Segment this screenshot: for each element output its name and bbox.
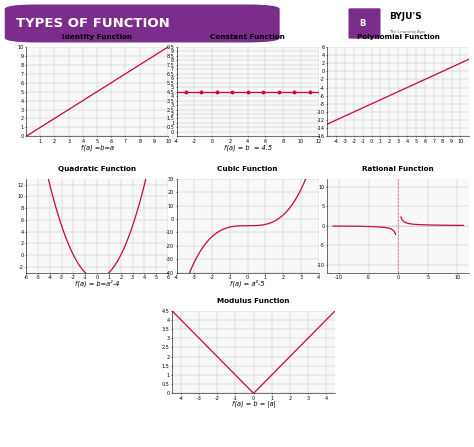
Text: Modulus Function: Modulus Function [217,298,290,304]
Text: Polynomial Function: Polynomial Function [357,34,440,40]
Text: Rational Function: Rational Function [362,166,434,172]
Text: Quadratic Function: Quadratic Function [58,166,136,172]
Text: Constant Function: Constant Function [210,34,285,40]
Text: Identity Function: Identity Function [62,34,132,40]
Text: B: B [359,19,365,28]
FancyBboxPatch shape [5,4,280,42]
Text: Cubic Function: Cubic Function [218,166,278,172]
Text: f(a) =b=a: f(a) =b=a [81,144,114,151]
Text: f(a) = a³-5: f(a) = a³-5 [230,280,265,287]
Text: The Learning App: The Learning App [389,30,425,34]
Text: TYPES OF FUNCTION: TYPES OF FUNCTION [16,17,170,30]
FancyBboxPatch shape [348,8,381,39]
Text: f(a) = b = |a|: f(a) = b = |a| [232,401,275,408]
Text: BYJU'S: BYJU'S [389,12,422,21]
Text: f(a) = b  = 4.5: f(a) = b = 4.5 [224,144,272,151]
Text: f(a) = b=a²-4: f(a) = b=a²-4 [75,280,119,287]
